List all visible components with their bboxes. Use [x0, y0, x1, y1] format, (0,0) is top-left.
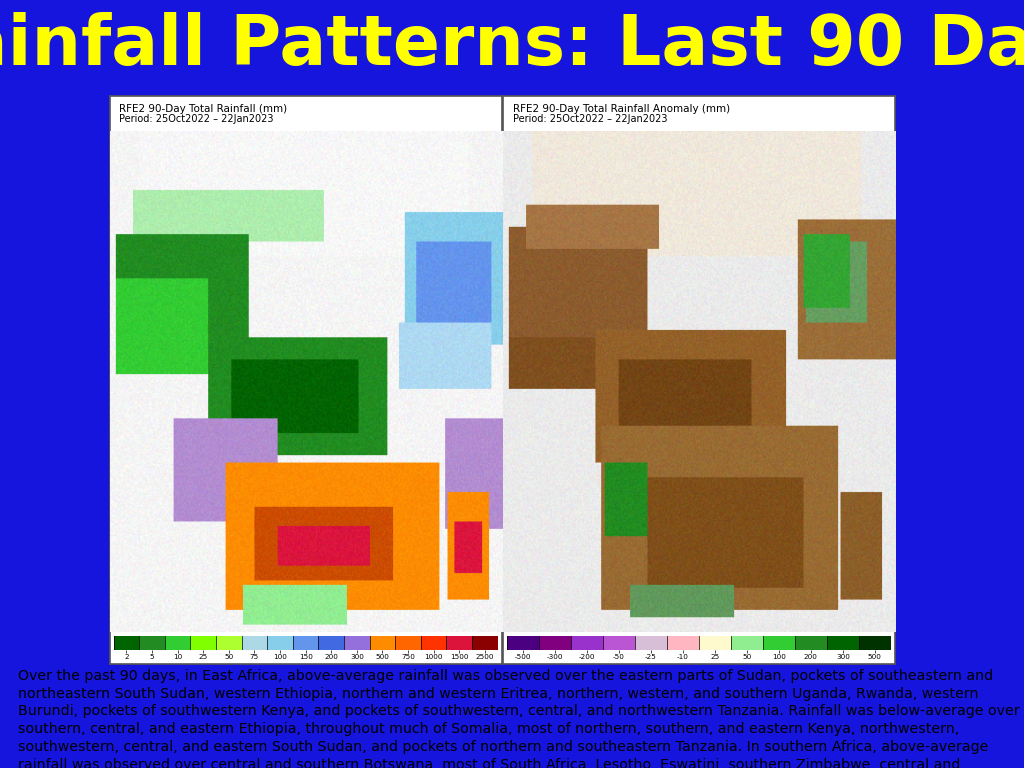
- Text: Period: 25Oct2022 – 22Jan2023: Period: 25Oct2022 – 22Jan2023: [120, 114, 273, 124]
- Bar: [139, 636, 165, 650]
- Bar: [421, 636, 446, 650]
- Bar: [242, 636, 267, 650]
- Bar: [667, 636, 698, 650]
- Bar: [603, 636, 635, 650]
- Bar: [827, 636, 859, 650]
- Bar: [293, 636, 318, 650]
- Bar: [795, 636, 827, 650]
- Bar: [507, 636, 539, 650]
- Bar: [859, 636, 891, 650]
- Text: Over the past 90 days, in East Africa, above-average rainfall was observed over : Over the past 90 days, in East Africa, a…: [18, 669, 1022, 768]
- Bar: [344, 636, 370, 650]
- Bar: [395, 636, 421, 650]
- Bar: [114, 636, 139, 650]
- Text: Period: 25Oct2022 – 22Jan2023: Period: 25Oct2022 – 22Jan2023: [513, 114, 667, 124]
- Text: Rainfall Patterns: Last 90 Days: Rainfall Patterns: Last 90 Days: [0, 12, 1024, 80]
- Bar: [216, 636, 242, 650]
- Bar: [763, 636, 795, 650]
- Bar: [698, 636, 731, 650]
- Text: RFE2 90-Day Total Rainfall Anomaly (mm): RFE2 90-Day Total Rainfall Anomaly (mm): [513, 104, 730, 114]
- Bar: [267, 636, 293, 650]
- Bar: [731, 636, 763, 650]
- Bar: [539, 636, 571, 650]
- Bar: [190, 636, 216, 650]
- Bar: [635, 636, 667, 650]
- Bar: [165, 636, 190, 650]
- Bar: [472, 636, 498, 650]
- Text: RFE2 90-Day Total Rainfall (mm): RFE2 90-Day Total Rainfall (mm): [120, 104, 288, 114]
- Bar: [318, 636, 344, 650]
- Bar: [370, 636, 395, 650]
- Bar: [571, 636, 603, 650]
- Bar: [446, 636, 472, 650]
